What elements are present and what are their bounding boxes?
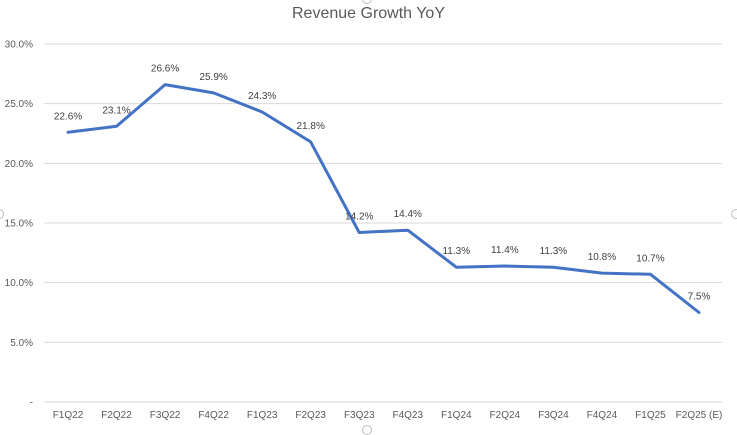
x-tick-label: F3Q23 [344, 410, 375, 421]
data-label: 14.4% [394, 209, 422, 220]
data-label: 10.8% [588, 252, 616, 263]
x-tick-label: F4Q24 [587, 410, 618, 421]
x-tick-label: F3Q22 [150, 410, 181, 421]
y-tick-label: - [30, 398, 33, 409]
y-tick-label: 15.0% [5, 219, 33, 230]
data-label: 11.3% [442, 246, 470, 257]
x-tick-label: F1Q25 [635, 410, 666, 421]
chart-title: Revenue Growth YoY [292, 5, 445, 22]
data-label: 14.2% [345, 212, 373, 223]
x-tick-label: F2Q24 [490, 410, 521, 421]
x-tick-label: F4Q23 [392, 410, 423, 421]
x-tick-label: F2Q22 [101, 410, 132, 421]
resize-handle-right[interactable] [731, 209, 737, 219]
data-label: 25.9% [199, 72, 227, 83]
x-tick-label: F4Q22 [198, 410, 229, 421]
data-label: 7.5% [688, 292, 711, 303]
y-tick-label: 10.0% [5, 278, 33, 289]
x-tick-label: F1Q23 [247, 410, 278, 421]
x-tick-label: F1Q24 [441, 410, 472, 421]
data-label: 10.7% [636, 253, 664, 264]
x-tick-label: F3Q24 [538, 410, 569, 421]
x-tick-label: F2Q25 (E) [676, 410, 723, 421]
data-label: 24.3% [248, 91, 276, 102]
x-tick-label: F1Q22 [53, 410, 84, 421]
data-label: 21.8% [297, 121, 325, 132]
y-tick-label: 30.0% [5, 40, 33, 51]
data-label: 11.3% [540, 246, 568, 257]
data-label: 22.6% [54, 111, 82, 122]
y-tick-label: 20.0% [5, 159, 33, 170]
y-tick-label: 5.0% [10, 338, 33, 349]
data-label: 11.4% [491, 245, 519, 256]
data-label: 26.6% [151, 64, 179, 75]
x-tick-label: F2Q23 [295, 410, 326, 421]
series-line [66, 83, 701, 314]
y-tick-label: 25.0% [5, 99, 33, 110]
data-label: 23.1% [102, 105, 130, 116]
